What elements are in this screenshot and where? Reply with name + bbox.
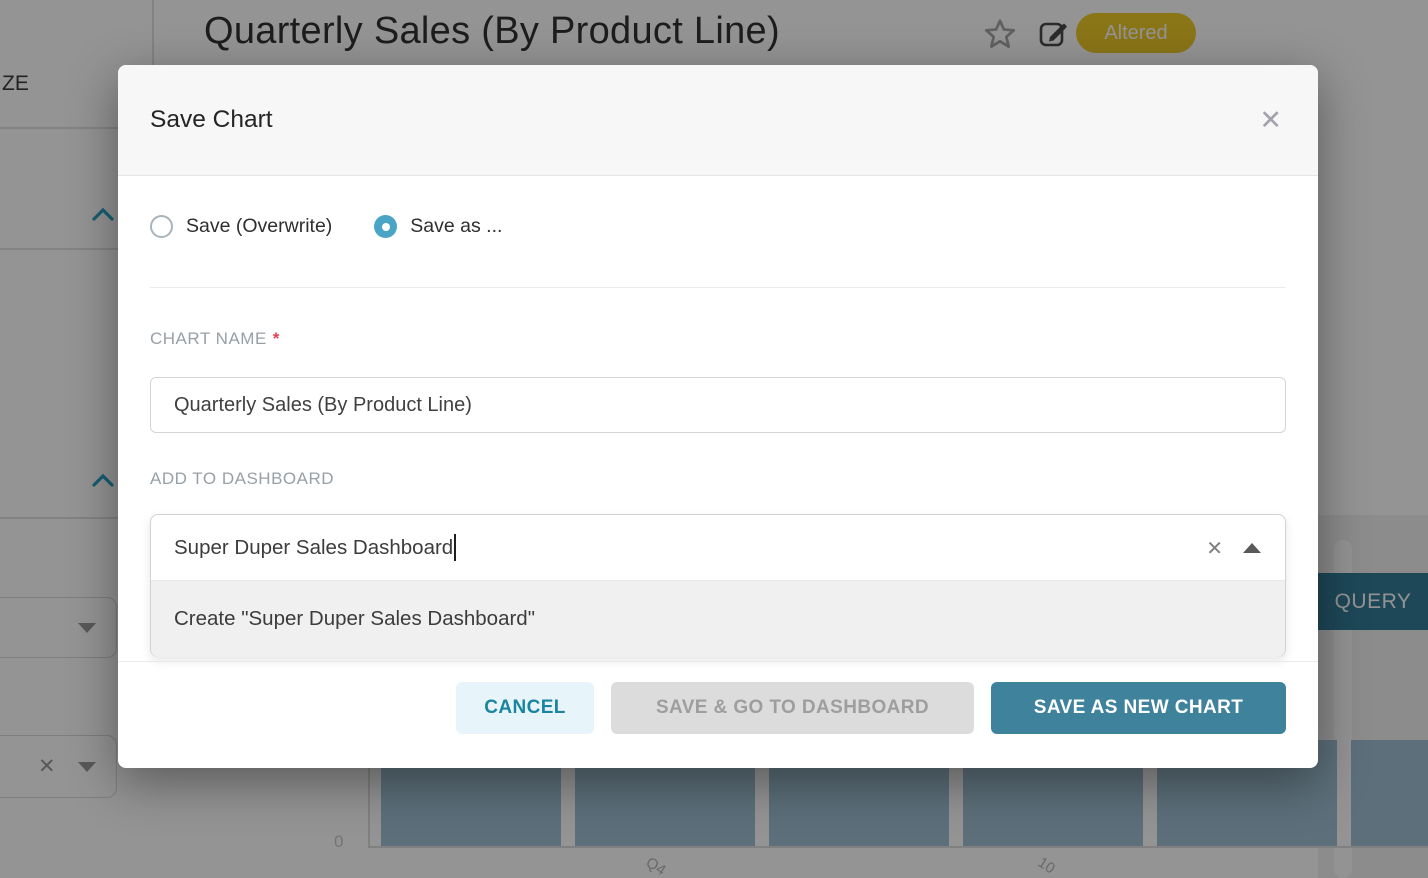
clear-icon[interactable]: ✕ bbox=[1206, 537, 1223, 560]
page-title: Quarterly Sales (By Product Line) bbox=[204, 10, 780, 52]
chart-y-axis bbox=[368, 740, 370, 847]
altered-badge-label: Altered bbox=[1104, 21, 1168, 44]
dashboard-combobox: Super Duper Sales Dashboard ✕ Create "Su… bbox=[150, 514, 1286, 657]
control-select[interactable]: ✕ bbox=[0, 735, 117, 798]
create-dashboard-option[interactable]: Create "Super Duper Sales Dashboard" bbox=[151, 581, 1285, 657]
chart-name-input[interactable]: Quarterly Sales (By Product Line) bbox=[150, 377, 1286, 433]
favorite-star-icon[interactable] bbox=[984, 18, 1016, 50]
dashboard-input-value: Super Duper Sales Dashboard bbox=[174, 535, 454, 559]
panel-divider bbox=[0, 127, 153, 129]
save-go-to-dashboard-button[interactable]: SAVE & GO TO DASHBOARD bbox=[611, 682, 974, 734]
add-to-dashboard-label: ADD TO DASHBOARD bbox=[150, 469, 335, 488]
query-button[interactable]: QUERY bbox=[1318, 573, 1428, 630]
caret-down-icon bbox=[78, 623, 96, 633]
cancel-button[interactable]: CANCEL bbox=[456, 682, 594, 734]
text-cursor bbox=[454, 534, 457, 561]
radio-save-overwrite[interactable] bbox=[150, 215, 173, 238]
save-as-new-chart-button[interactable]: SAVE AS NEW CHART bbox=[991, 682, 1286, 734]
radio-save-overwrite-label[interactable]: Save (Overwrite) bbox=[186, 215, 333, 237]
chart-x-axis bbox=[368, 846, 1428, 848]
modal-footer: CANCEL SAVE & GO TO DASHBOARD SAVE AS NE… bbox=[118, 682, 1318, 734]
dashboard-input[interactable]: Super Duper Sales Dashboard ✕ bbox=[151, 515, 1285, 581]
section-divider bbox=[150, 287, 1286, 288]
modal-header: Save Chart bbox=[118, 65, 1318, 176]
caret-down-icon bbox=[78, 762, 96, 772]
save-chart-modal: Save Chart ✕ Save (Overwrite) Save as ..… bbox=[118, 65, 1318, 768]
query-button-label: QUERY bbox=[1334, 589, 1412, 613]
required-asterisk: * bbox=[272, 329, 280, 348]
modal-title: Save Chart bbox=[150, 106, 273, 133]
panel-divider bbox=[0, 248, 153, 250]
chart-name-value: Quarterly Sales (By Product Line) bbox=[174, 393, 472, 416]
radio-save-as-label[interactable]: Save as ... bbox=[410, 215, 503, 237]
panel-divider bbox=[0, 517, 153, 519]
chart-bar bbox=[1351, 740, 1428, 847]
edit-title-icon[interactable] bbox=[1038, 18, 1068, 48]
customize-tab-label-truncated[interactable]: ZE bbox=[2, 72, 29, 95]
section-collapse-chevron-up-icon[interactable] bbox=[91, 206, 115, 227]
save-mode-radio-group: Save (Overwrite) Save as ... bbox=[150, 215, 502, 238]
chart-y-tick-label: 0 bbox=[334, 832, 344, 851]
radio-save-as[interactable] bbox=[374, 215, 398, 238]
caret-up-icon[interactable] bbox=[1243, 543, 1261, 553]
chart-name-label: CHART NAME * bbox=[150, 329, 280, 349]
clear-icon[interactable]: ✕ bbox=[38, 755, 56, 778]
altered-status-badge: Altered bbox=[1076, 13, 1196, 53]
close-icon[interactable]: ✕ bbox=[1259, 105, 1282, 135]
chart-name-label-text: CHART NAME bbox=[150, 329, 267, 348]
section-collapse-chevron-up-icon[interactable] bbox=[91, 472, 115, 493]
control-select[interactable] bbox=[0, 597, 117, 658]
footer-divider bbox=[118, 661, 1318, 662]
